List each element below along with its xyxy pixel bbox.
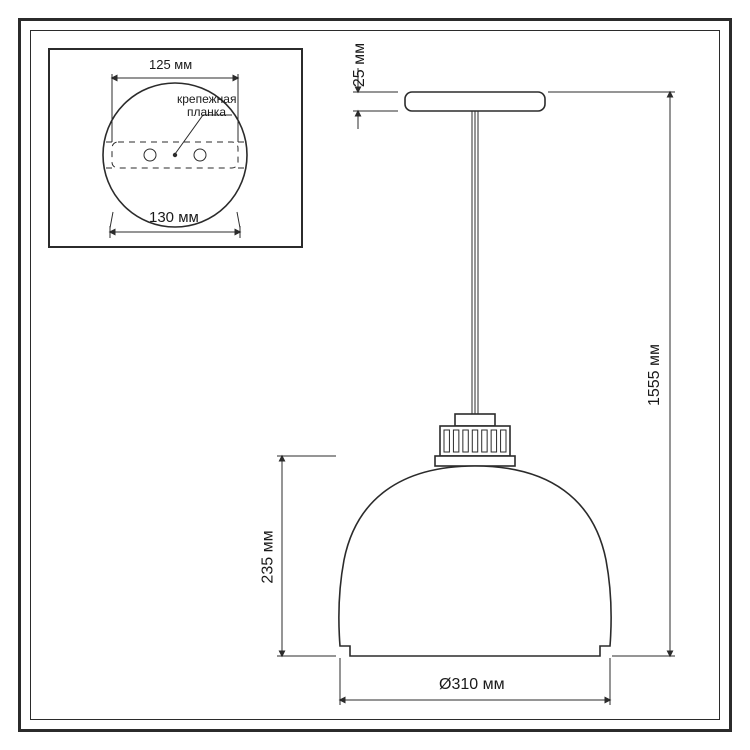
dim-plank-width: 125 мм xyxy=(149,58,192,72)
dim-canopy-height: 25 мм xyxy=(351,43,369,87)
drawing-layer xyxy=(0,0,750,750)
dim-shade-diameter: Ø310 мм xyxy=(439,676,505,694)
label-plank-line2: планка xyxy=(187,106,226,119)
page: 125 мм крепежная планка 130 мм 25 мм 235… xyxy=(0,0,750,750)
dim-canopy-diameter: 130 мм xyxy=(149,210,199,227)
dim-total-height: 1555 мм xyxy=(646,344,664,406)
dim-shade-height: 235 мм xyxy=(260,530,278,583)
